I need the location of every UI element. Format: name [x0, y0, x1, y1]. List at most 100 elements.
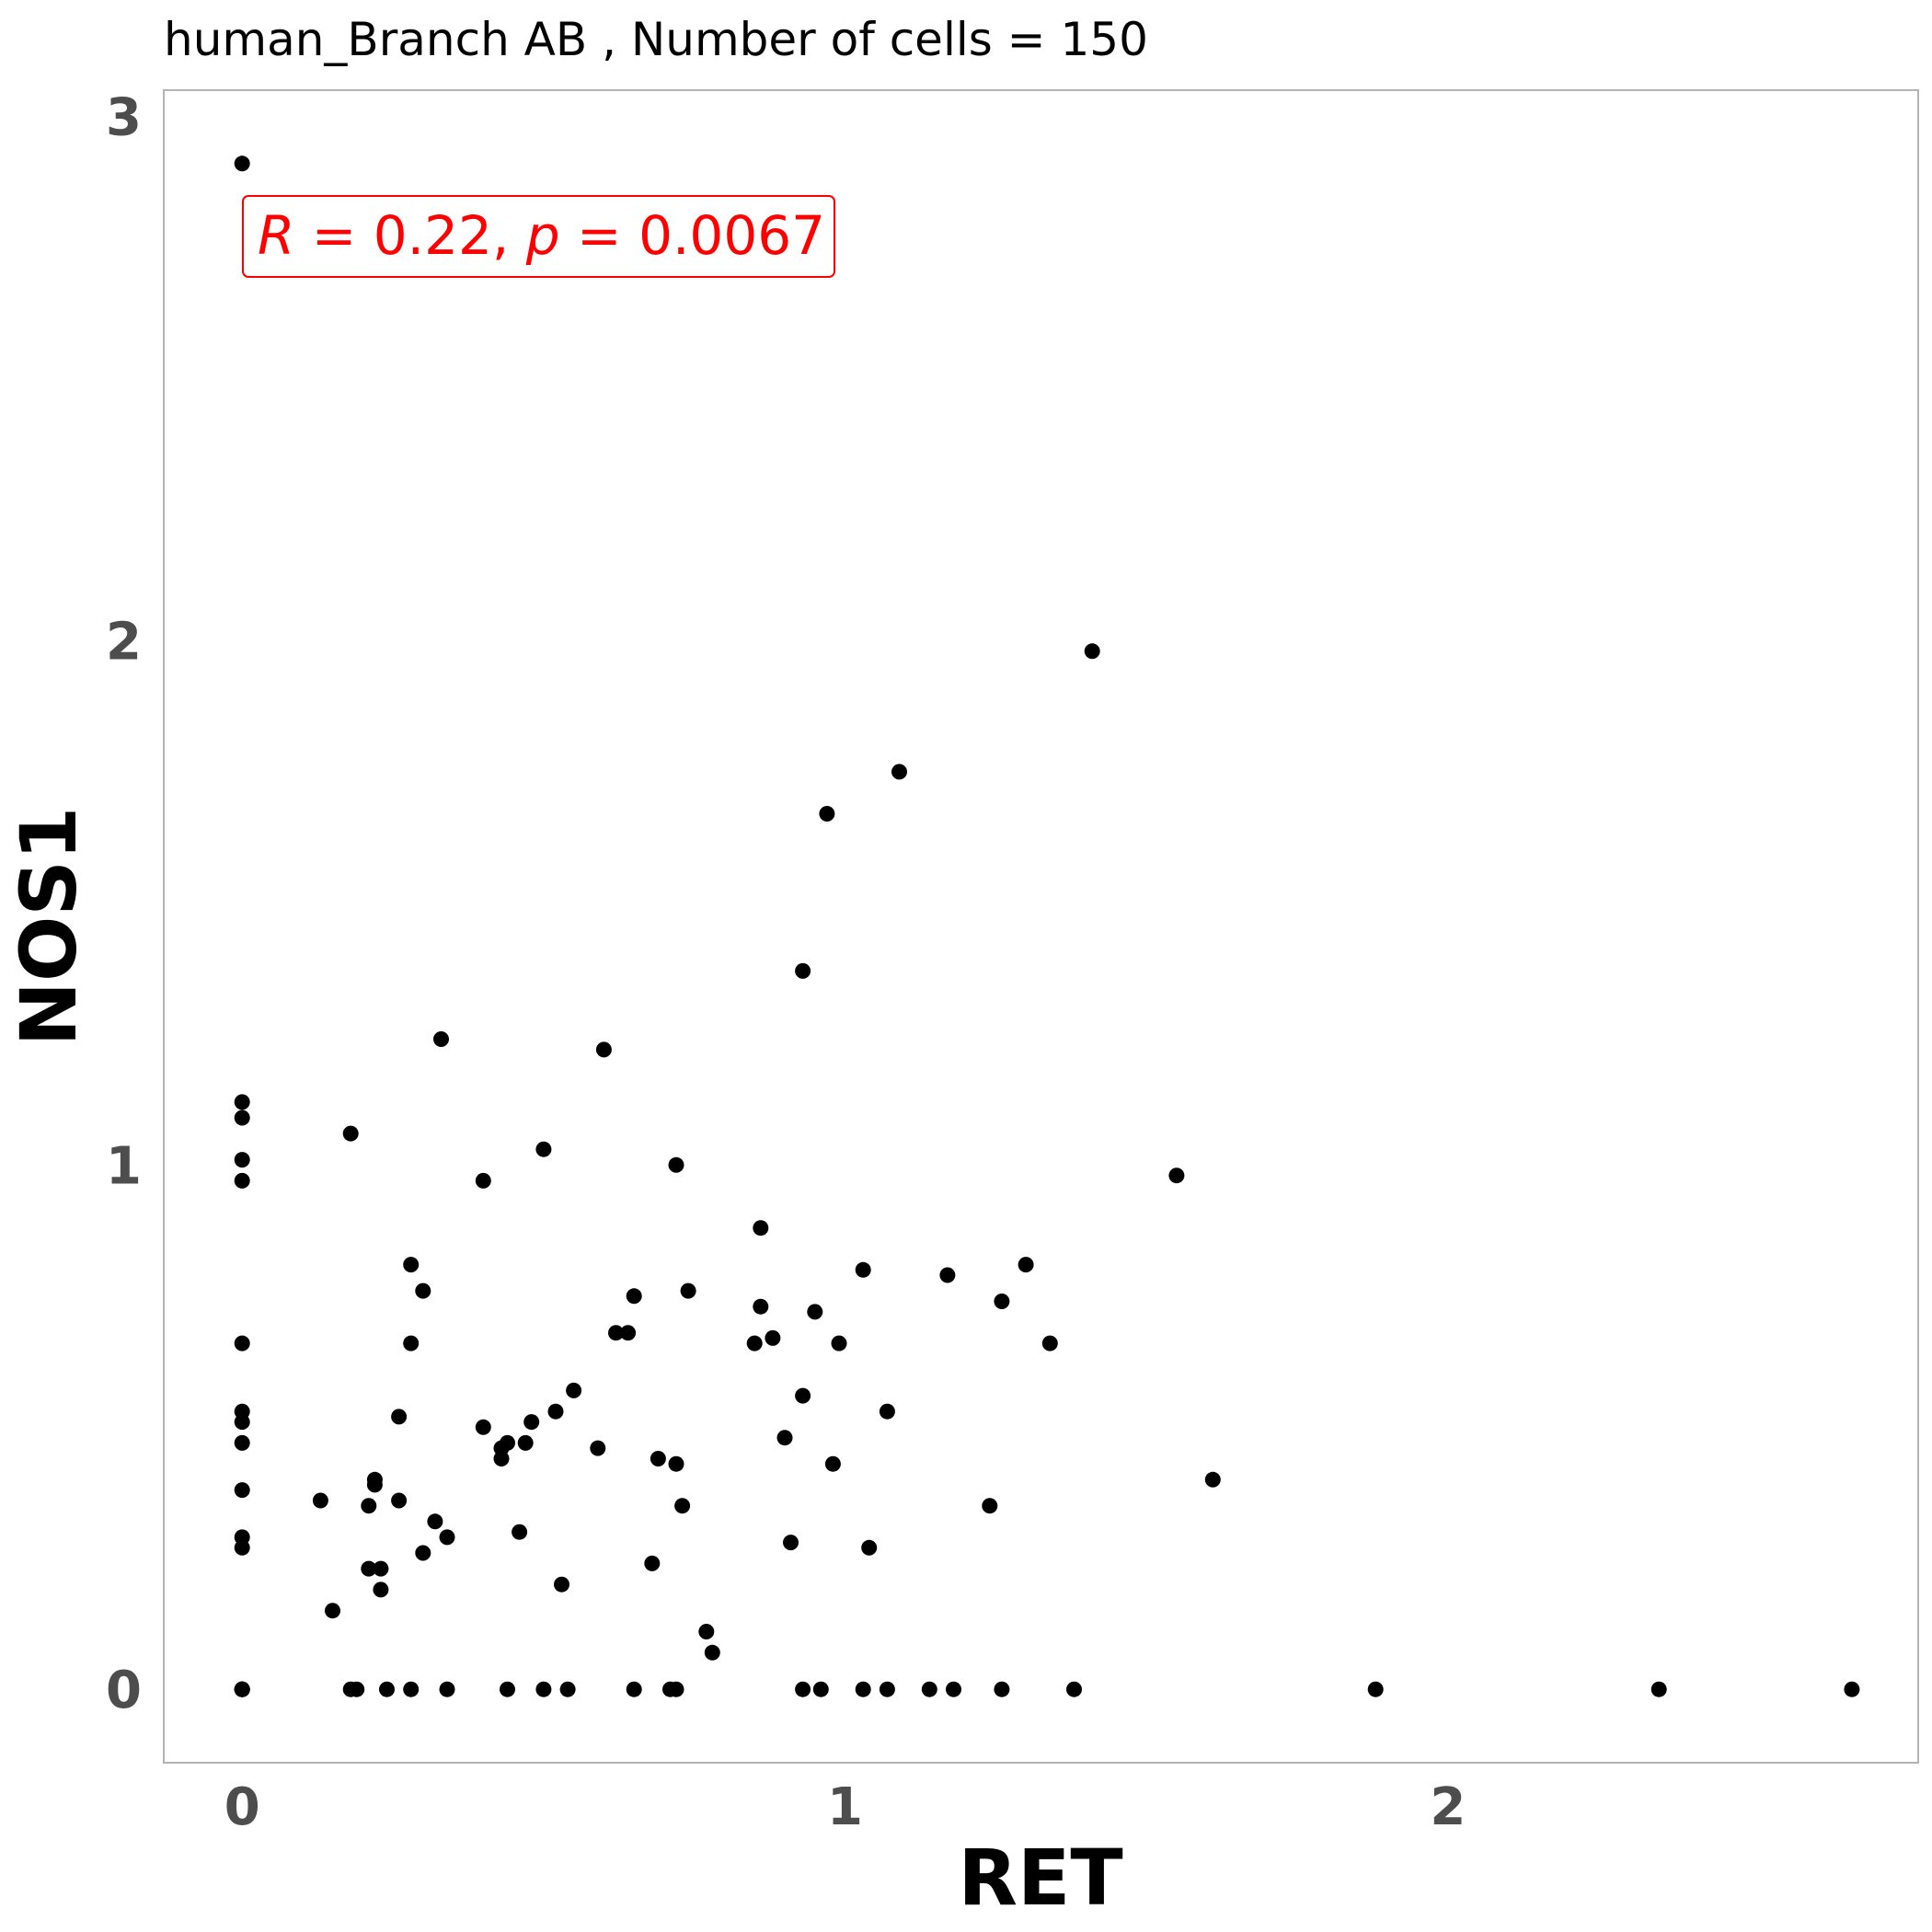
data-point — [994, 1294, 1010, 1309]
data-point — [855, 1681, 871, 1697]
data-point — [373, 1560, 389, 1577]
data-point — [746, 1335, 763, 1351]
data-point — [234, 1482, 250, 1499]
x-axis-title: RET — [958, 1833, 1122, 1923]
stat-annotation-text: R = 0.22, p = 0.0067 — [258, 204, 825, 267]
data-point — [921, 1681, 937, 1697]
data-point — [373, 1581, 389, 1598]
data-point — [982, 1498, 998, 1514]
data-point — [994, 1681, 1010, 1697]
y-tick-label: 0 — [106, 1661, 142, 1720]
x-tick-label: 2 — [1430, 1777, 1466, 1837]
data-point — [517, 1434, 534, 1451]
data-point — [946, 1681, 961, 1697]
data-point — [349, 1681, 365, 1697]
data-point — [559, 1681, 576, 1697]
data-point — [234, 1539, 250, 1556]
data-point — [234, 1110, 250, 1126]
data-point — [753, 1298, 769, 1315]
data-point — [753, 1220, 769, 1236]
data-point — [1084, 643, 1100, 660]
data-point — [366, 1471, 383, 1488]
data-point — [554, 1576, 569, 1593]
data-point — [765, 1329, 781, 1346]
data-point — [795, 1681, 811, 1697]
data-point — [595, 1041, 612, 1058]
data-point — [234, 1172, 250, 1189]
data-point — [1204, 1471, 1221, 1488]
data-point — [831, 1335, 847, 1351]
data-point — [403, 1257, 420, 1273]
data-point — [620, 1325, 637, 1341]
stat-p-symbol: p — [525, 204, 560, 267]
y-tick-label: 1 — [106, 1136, 142, 1196]
data-point — [891, 764, 907, 780]
data-point — [812, 1681, 829, 1697]
data-point — [608, 1325, 624, 1341]
y-axis-title: NOS1 — [4, 807, 94, 1047]
data-point — [626, 1288, 642, 1305]
data-point — [795, 962, 811, 979]
data-point — [879, 1681, 895, 1697]
x-tick-label: 0 — [224, 1777, 260, 1837]
data-point — [824, 1455, 841, 1472]
data-point — [439, 1681, 455, 1697]
data-point — [547, 1403, 564, 1420]
data-point — [819, 806, 835, 822]
data-point — [439, 1529, 455, 1546]
y-tick-label: 3 — [106, 88, 142, 148]
data-point — [427, 1513, 443, 1530]
data-point — [342, 1125, 359, 1142]
data-point — [807, 1304, 823, 1320]
data-point — [234, 1094, 250, 1110]
data-point — [855, 1261, 871, 1278]
data-point — [523, 1414, 540, 1431]
data-point — [312, 1492, 328, 1509]
stat-r-symbol: R — [258, 204, 294, 267]
data-point — [668, 1681, 684, 1697]
data-point — [234, 155, 250, 172]
data-point — [361, 1560, 377, 1577]
data-point — [1066, 1681, 1082, 1697]
points-layer — [234, 155, 1860, 1697]
stat-p-value: = 0.0067 — [560, 204, 825, 267]
x-tick-labels: 0 1 2 — [224, 1777, 1466, 1837]
data-point — [403, 1681, 420, 1697]
data-point — [415, 1545, 431, 1561]
data-point — [234, 1434, 250, 1451]
data-point — [680, 1282, 696, 1299]
data-point — [415, 1282, 431, 1299]
data-point — [535, 1681, 552, 1697]
data-point — [433, 1031, 449, 1047]
data-point — [861, 1539, 878, 1556]
data-point — [512, 1524, 528, 1540]
data-point — [234, 1414, 250, 1431]
y-tick-labels: 0 1 2 3 — [106, 88, 142, 1721]
data-point — [668, 1156, 684, 1173]
data-point — [493, 1451, 510, 1466]
stat-annotation-box — [242, 195, 835, 278]
data-point — [668, 1455, 684, 1472]
data-point — [939, 1267, 956, 1283]
data-point — [566, 1382, 582, 1398]
data-point — [1018, 1257, 1034, 1273]
data-point — [475, 1172, 491, 1189]
data-point — [1650, 1681, 1667, 1697]
chart-title: human_Branch AB , Number of cells = 150 — [164, 13, 1148, 66]
data-point — [879, 1403, 895, 1420]
data-point — [783, 1535, 799, 1551]
data-point — [391, 1409, 408, 1425]
data-point — [500, 1434, 515, 1451]
data-point — [234, 1335, 250, 1351]
data-point — [650, 1451, 666, 1466]
data-point — [795, 1387, 811, 1404]
data-point — [698, 1624, 715, 1639]
data-point — [475, 1419, 491, 1435]
data-point — [500, 1681, 515, 1697]
data-point — [403, 1335, 420, 1351]
data-point — [704, 1644, 720, 1661]
y-tick-label: 2 — [106, 612, 142, 672]
data-point — [674, 1498, 691, 1514]
